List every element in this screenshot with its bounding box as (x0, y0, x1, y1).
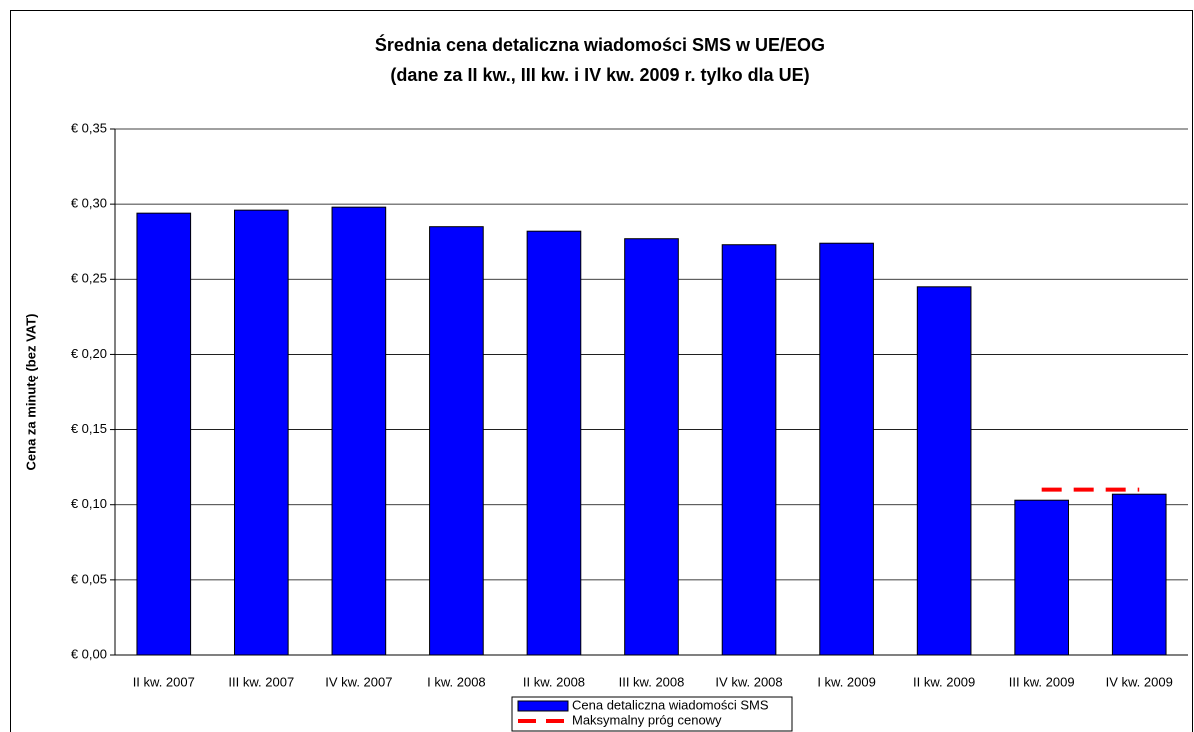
y-tick-label: € 0,35 (71, 120, 107, 135)
bar (429, 226, 484, 656)
x-tick-label: III kw. 2008 (619, 674, 685, 689)
bar (233, 209, 289, 656)
bar (624, 238, 679, 656)
x-tick-label: II kw. 2009 (913, 674, 975, 689)
legend-swatch (517, 700, 569, 712)
bar (819, 242, 874, 656)
y-tick-label: € 0,30 (71, 196, 107, 211)
bar (526, 230, 582, 656)
x-tick-label: II kw. 2008 (523, 674, 585, 689)
bar (1111, 493, 1167, 656)
x-tick-label: II kw. 2007 (133, 674, 195, 689)
x-tick-label: III kw. 2007 (228, 674, 294, 689)
bar (1014, 499, 1070, 656)
x-tick-label: III kw. 2009 (1009, 674, 1075, 689)
x-tick-label: IV kw. 2007 (325, 674, 392, 689)
y-tick-label: € 0,20 (71, 346, 107, 361)
chart-frame (10, 10, 1193, 732)
y-tick-label: € 0,10 (71, 496, 107, 511)
bar (136, 212, 192, 656)
x-tick-label: IV kw. 2009 (1106, 674, 1173, 689)
x-tick-label: I kw. 2009 (817, 674, 876, 689)
legend-label: Maksymalny próg cenowy (572, 712, 722, 727)
chart-title: Średnia cena detaliczna wiadomości SMS w… (375, 34, 825, 55)
bar (721, 244, 777, 656)
y-tick-label: € 0,05 (71, 571, 107, 586)
bar (331, 206, 387, 656)
y-tick-label: € 0,25 (71, 271, 107, 286)
x-tick-label: IV kw. 2008 (715, 674, 782, 689)
y-axis-label: Cena za minutę (bez VAT) (23, 314, 38, 471)
y-tick-label: € 0,15 (71, 421, 107, 436)
legend-label: Cena detaliczna wiadomości SMS (572, 697, 769, 712)
bar (916, 286, 972, 656)
chart-subtitle: (dane za II kw., III kw. i IV kw. 2009 r… (390, 65, 809, 85)
x-tick-label: I kw. 2008 (427, 674, 486, 689)
y-tick-label: € 0,00 (71, 646, 107, 661)
